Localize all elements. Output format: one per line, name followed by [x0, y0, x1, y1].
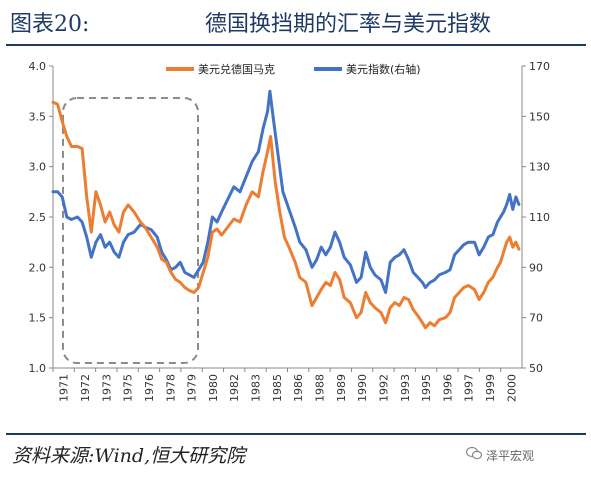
right-tick-label: 90 — [529, 261, 543, 274]
x-tick-label: 1976 — [143, 374, 156, 402]
figure-title: 德国换挡期的汇率与美元指数 — [205, 12, 492, 37]
legend: 美元兑德国马克 美元指数(右轴) — [166, 62, 421, 76]
x-tick-label: 1979 — [186, 374, 199, 402]
series-dxy-line — [51, 89, 521, 294]
highlight-box — [62, 97, 199, 364]
axes-layer: 1.0 1.5 2.0 2.5 3.0 3.5 4.0 50 70 90 110 130 150 170 1… — [29, 60, 551, 402]
x-tick-label: 1992 — [377, 374, 390, 402]
x-tick-label: 1972 — [79, 374, 92, 402]
x-tick-label: 1996 — [441, 374, 454, 402]
legend-label-dxy: 美元指数(右轴) — [346, 62, 421, 76]
x-tick-label: 1973 — [100, 374, 113, 402]
right-tick-label: 70 — [529, 312, 543, 325]
brand-label: 泽平宏观 — [486, 449, 535, 463]
right-tick-label: 130 — [529, 161, 550, 174]
series-layer — [51, 89, 521, 330]
figure-header: 图表20: 德国换挡期的汇率与美元指数 — [0, 0, 591, 46]
x-tick-label: 1985 — [271, 374, 284, 402]
exchange-rate-dxy-chart: 1.0 1.5 2.0 2.5 3.0 3.5 4.0 50 70 90 110 130 150 170 1… — [29, 60, 551, 402]
left-tick-label: 2.0 — [29, 261, 47, 274]
x-tick-label: 1993 — [399, 374, 412, 402]
left-tick-label: 1.0 — [29, 362, 47, 375]
left-tick-label: 3.0 — [29, 161, 47, 174]
x-tick-label: 1997 — [463, 374, 476, 402]
x-tick-label: 1983 — [250, 374, 263, 402]
x-tick-label: 1988 — [313, 374, 326, 402]
legend-label-usd-dem: 美元兑德国马克 — [198, 62, 275, 76]
x-tick-label: 1980 — [207, 374, 220, 402]
source-note: 资料来源:Wind,恒大研究院 — [12, 445, 246, 467]
x-tick-label: 1978 — [164, 374, 177, 402]
footer-divider — [6, 433, 586, 435]
title-divider — [6, 44, 586, 46]
series-usd-dem-line — [51, 100, 521, 330]
highlight-layer — [62, 97, 199, 364]
right-tick-label: 50 — [529, 362, 543, 375]
x-tick-label: 1990 — [356, 374, 369, 402]
left-tick-label: 1.5 — [29, 312, 47, 325]
left-tick-label: 3.5 — [29, 110, 47, 123]
right-tick-label: 170 — [529, 60, 550, 73]
x-tick-label: 1995 — [420, 374, 433, 402]
right-tick-label: 150 — [529, 110, 550, 123]
left-tick-label: 4.0 — [29, 60, 47, 73]
x-tick-label: 2000 — [505, 374, 518, 402]
x-tick-label: 1989 — [335, 374, 348, 402]
figure-number: 图表20: — [10, 12, 90, 37]
wechat-bubble-icon — [466, 446, 482, 460]
x-tick-label: 1975 — [122, 374, 135, 402]
x-tick-label: 1971 — [58, 374, 71, 402]
right-tick-label: 110 — [529, 211, 550, 224]
x-tick-label: 1982 — [228, 374, 241, 402]
x-tick-label: 1999 — [484, 374, 497, 402]
left-tick-label: 2.5 — [29, 211, 47, 224]
x-tick-label: 1986 — [292, 374, 305, 402]
